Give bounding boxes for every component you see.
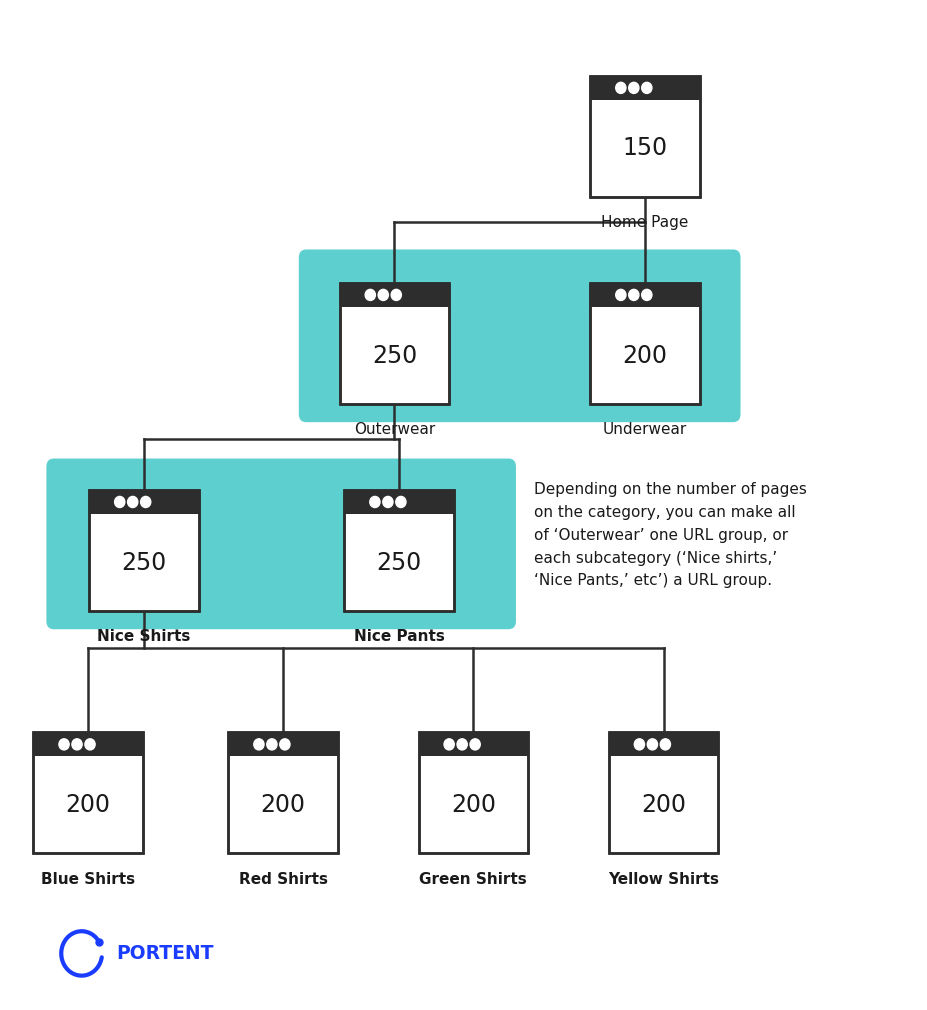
- Text: Depending on the number of pages
on the category, you can make all
of ‘Outerwear: Depending on the number of pages on the …: [533, 482, 806, 589]
- Circle shape: [470, 739, 480, 749]
- FancyBboxPatch shape: [590, 283, 699, 307]
- FancyBboxPatch shape: [46, 459, 515, 629]
- FancyBboxPatch shape: [89, 490, 198, 514]
- Circle shape: [615, 83, 625, 93]
- FancyBboxPatch shape: [33, 732, 143, 853]
- Text: 250: 250: [121, 550, 166, 575]
- FancyBboxPatch shape: [608, 732, 717, 756]
- Text: Red Shirts: Red Shirts: [238, 872, 327, 887]
- FancyBboxPatch shape: [590, 76, 699, 197]
- FancyBboxPatch shape: [89, 490, 198, 611]
- Text: 200: 200: [451, 793, 495, 817]
- FancyBboxPatch shape: [344, 490, 453, 514]
- Circle shape: [641, 290, 651, 301]
- Circle shape: [115, 496, 124, 508]
- Text: Nice Shirts: Nice Shirts: [97, 629, 190, 644]
- FancyBboxPatch shape: [344, 490, 453, 611]
- Circle shape: [267, 739, 276, 749]
- Text: 150: 150: [622, 136, 667, 161]
- Text: Green Shirts: Green Shirts: [419, 872, 527, 887]
- Circle shape: [280, 739, 289, 749]
- Circle shape: [443, 739, 453, 749]
- Text: Outerwear: Outerwear: [353, 422, 435, 437]
- Circle shape: [659, 739, 669, 749]
- Circle shape: [628, 290, 638, 301]
- FancyBboxPatch shape: [590, 76, 699, 100]
- Circle shape: [395, 496, 406, 508]
- Text: 250: 250: [372, 343, 416, 368]
- Circle shape: [141, 496, 150, 508]
- FancyBboxPatch shape: [339, 283, 449, 404]
- Text: 200: 200: [66, 793, 110, 817]
- Circle shape: [391, 290, 400, 301]
- Text: Yellow Shirts: Yellow Shirts: [607, 872, 718, 887]
- Circle shape: [615, 290, 625, 301]
- FancyBboxPatch shape: [418, 732, 527, 853]
- Circle shape: [369, 496, 379, 508]
- FancyBboxPatch shape: [228, 732, 337, 853]
- Circle shape: [59, 739, 70, 749]
- FancyBboxPatch shape: [228, 732, 337, 756]
- Circle shape: [85, 739, 95, 749]
- Text: 200: 200: [641, 793, 685, 817]
- Circle shape: [641, 83, 651, 93]
- Circle shape: [382, 496, 392, 508]
- Text: PORTENT: PORTENT: [116, 944, 213, 963]
- FancyBboxPatch shape: [298, 249, 740, 422]
- Circle shape: [633, 739, 643, 749]
- Text: Home Page: Home Page: [601, 215, 688, 230]
- Circle shape: [628, 83, 638, 93]
- FancyBboxPatch shape: [590, 283, 699, 404]
- Circle shape: [378, 290, 387, 301]
- Text: Blue Shirts: Blue Shirts: [41, 872, 135, 887]
- Circle shape: [72, 739, 82, 749]
- FancyBboxPatch shape: [608, 732, 717, 853]
- Circle shape: [646, 739, 656, 749]
- FancyBboxPatch shape: [418, 732, 527, 756]
- Text: 200: 200: [260, 793, 305, 817]
- Text: Nice Pants: Nice Pants: [353, 629, 444, 644]
- Circle shape: [127, 496, 137, 508]
- Text: Underwear: Underwear: [603, 422, 686, 437]
- Circle shape: [456, 739, 466, 749]
- Circle shape: [253, 739, 263, 749]
- FancyBboxPatch shape: [339, 283, 449, 307]
- Text: 200: 200: [622, 343, 667, 368]
- Circle shape: [364, 290, 375, 301]
- FancyBboxPatch shape: [33, 732, 143, 756]
- Text: 250: 250: [376, 550, 421, 575]
